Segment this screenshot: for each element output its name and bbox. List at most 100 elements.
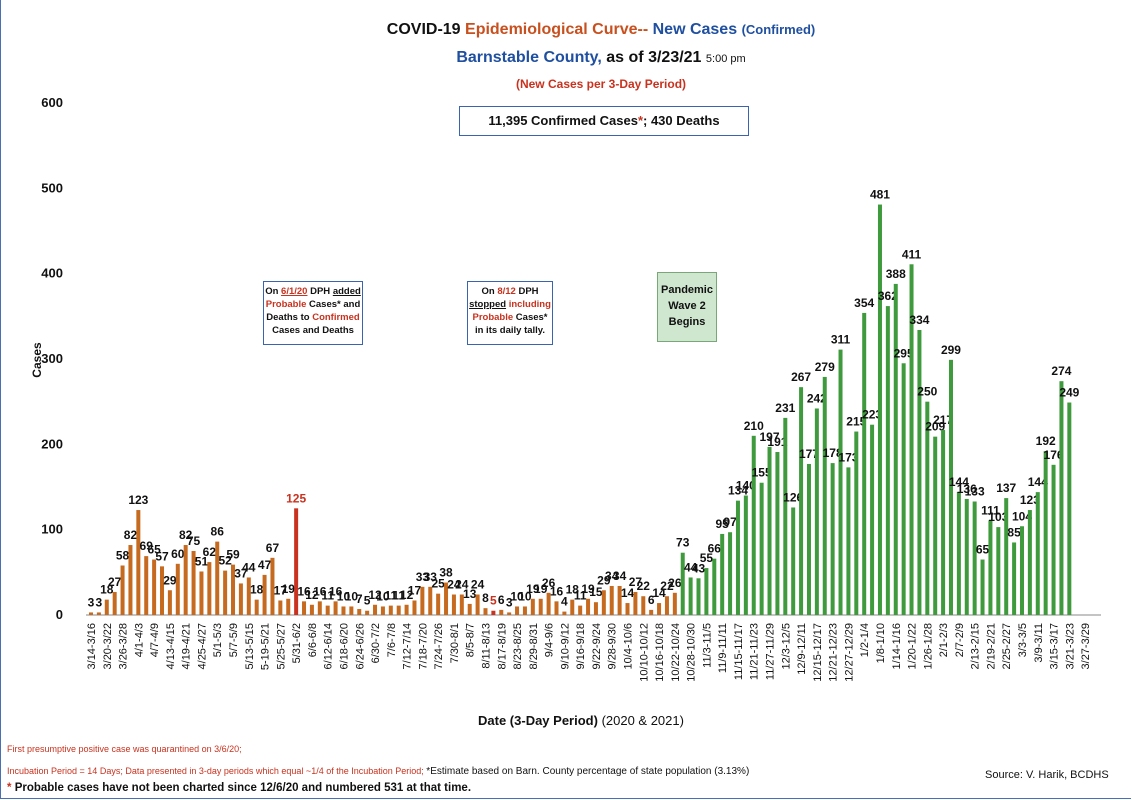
- bar: [735, 500, 740, 615]
- bar: [728, 532, 733, 615]
- data-label: 29: [163, 573, 177, 587]
- annotation-text: On: [481, 286, 495, 297]
- subtitle-part: Barnstable County,: [456, 49, 602, 66]
- bar: [530, 598, 535, 615]
- bar: [357, 609, 362, 615]
- title-part: Epidemiological Curve--: [465, 21, 648, 38]
- x-tick-label: 9/4-9/6: [544, 623, 556, 657]
- x-tick-label: 12/9-12/11: [796, 623, 808, 675]
- bar: [483, 608, 488, 615]
- x-tick-label: 9/22-9/24: [591, 623, 603, 669]
- bar: [325, 605, 330, 615]
- bar: [877, 204, 882, 615]
- data-label: 24: [447, 578, 461, 592]
- data-label: 27: [629, 575, 643, 589]
- data-label: 44: [242, 560, 256, 574]
- data-label: 26: [668, 576, 682, 590]
- bar: [349, 606, 354, 615]
- bar: [814, 408, 819, 615]
- data-label: 18: [100, 583, 114, 597]
- data-label: 140: [736, 479, 756, 493]
- x-tick-label: 10/28-10/30: [686, 623, 698, 682]
- x-tick-label: 8/5-8/7: [465, 623, 477, 657]
- bar: [420, 586, 425, 615]
- x-axis-title-part: (2020 & 2021): [602, 713, 684, 728]
- x-tick-label: 10/16-10/18: [654, 623, 666, 682]
- data-label: 34: [605, 569, 619, 583]
- bar: [617, 585, 622, 615]
- bar: [538, 598, 543, 615]
- data-label: 137: [996, 481, 1016, 495]
- x-tick-label: 3/9-3/11: [1033, 623, 1045, 663]
- bar: [988, 520, 993, 615]
- annotation-text: Pandemic Wave 2 Begins: [661, 284, 713, 328]
- x-tick-label: 5/13-5/15: [244, 623, 256, 669]
- data-label: 47: [258, 558, 272, 572]
- bar: [609, 585, 614, 615]
- x-tick-label: 10/22-10/24: [670, 623, 682, 682]
- data-label: 33: [416, 570, 430, 584]
- chart-title: COVID-19 Epidemiological Curve-- New Cas…: [387, 21, 815, 38]
- data-label: 191: [767, 435, 787, 449]
- bar: [1059, 381, 1064, 615]
- data-label: 67: [266, 541, 280, 555]
- data-label: 6: [648, 593, 655, 607]
- data-label: 210: [744, 419, 764, 433]
- data-label: 8: [482, 591, 489, 605]
- data-label: 5: [364, 594, 371, 608]
- bar: [546, 592, 551, 615]
- x-tick-label: 11/27-11/29: [765, 623, 777, 680]
- data-label: 19: [526, 582, 540, 596]
- x-tick-label: 10/10-10/12: [638, 623, 650, 682]
- bar: [759, 482, 764, 615]
- bar: [641, 596, 646, 615]
- bar: [136, 510, 141, 615]
- data-label: 144: [949, 475, 969, 489]
- data-label: 73: [676, 536, 690, 550]
- data-label: 60: [171, 547, 185, 561]
- annotation-text: added: [332, 286, 361, 297]
- x-tick-label: 2/7-2/9: [954, 623, 966, 657]
- bar: [885, 306, 890, 615]
- data-label: 15: [589, 585, 603, 599]
- y-tick-label: 600: [41, 95, 63, 110]
- bar: [601, 590, 606, 615]
- data-label: 136: [957, 482, 977, 496]
- annotation-text: Cases* in its daily tally.: [474, 312, 548, 336]
- data-label: 55: [700, 551, 714, 565]
- x-tick-label: 5/31-6/2: [291, 623, 303, 663]
- x-axis-title-part: Date (3-Day Period): [478, 713, 598, 728]
- data-label: 44: [684, 560, 698, 574]
- data-label: 38: [439, 566, 453, 580]
- y-tick-label: 300: [41, 351, 63, 366]
- x-tick-label: 3/26-3/28: [118, 623, 130, 669]
- bar: [854, 431, 859, 615]
- bar: [941, 429, 946, 615]
- data-label: 3: [506, 595, 513, 609]
- data-label: 33: [424, 570, 438, 584]
- x-tick-label: 4/1-4/3: [133, 623, 145, 657]
- data-label: 19: [534, 582, 548, 596]
- bar: [743, 495, 748, 615]
- title-part: COVID-19: [387, 21, 461, 38]
- totals-asterisk: *: [637, 113, 644, 128]
- data-label: 43: [692, 561, 706, 575]
- data-label: 197: [760, 430, 780, 444]
- data-label: 173: [838, 450, 858, 464]
- data-label: 57: [155, 549, 169, 563]
- data-label: 12: [368, 588, 382, 602]
- data-label: 11: [392, 589, 405, 603]
- data-label: 19: [282, 582, 296, 596]
- data-label: 34: [613, 569, 627, 583]
- bar: [302, 601, 307, 615]
- data-label: 11: [574, 589, 587, 603]
- x-tick-label: 3/14-3/16: [86, 623, 98, 669]
- data-label: 25: [431, 577, 445, 591]
- data-label: 10: [337, 589, 351, 603]
- bar: [246, 577, 251, 615]
- bar: [1019, 526, 1024, 615]
- data-label: 3: [88, 595, 95, 609]
- annotation-text: On: [265, 286, 279, 297]
- x-tick-label: 4/7-4/9: [149, 623, 161, 657]
- data-label: 279: [815, 360, 835, 374]
